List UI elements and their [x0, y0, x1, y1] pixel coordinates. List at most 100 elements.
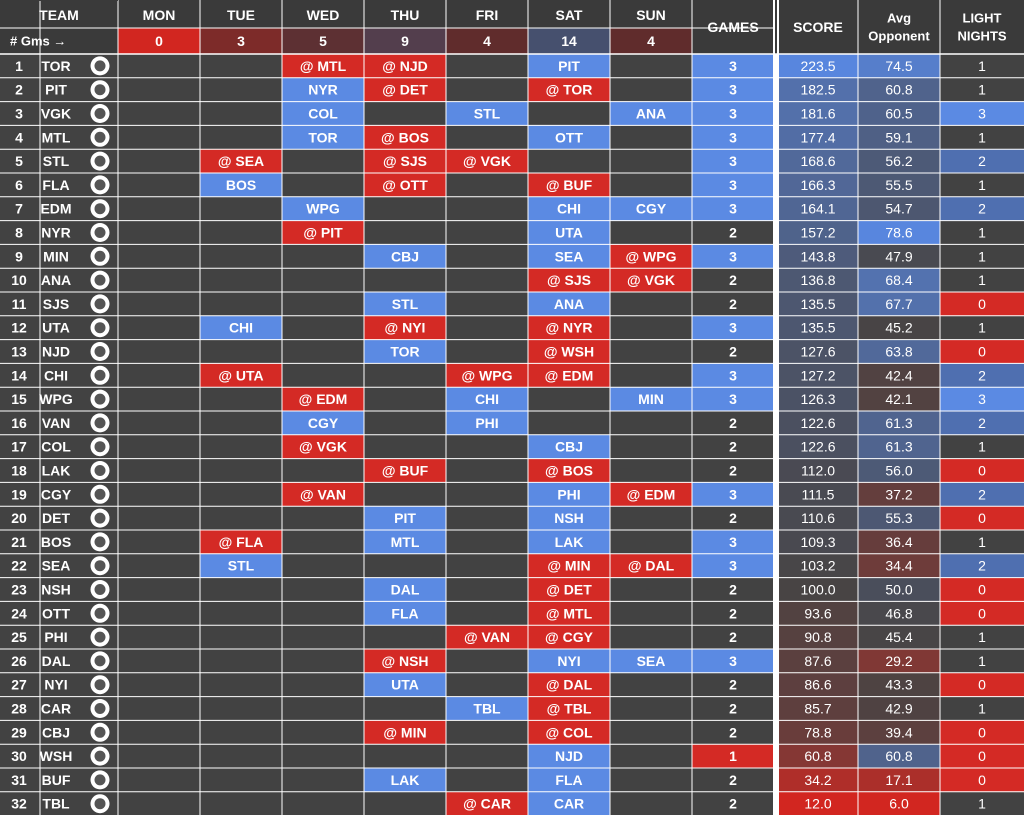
light-nights-value: 0 [978, 510, 986, 526]
matchup-cell [118, 482, 200, 507]
matchup-cell [610, 577, 692, 602]
matchup-cell [364, 315, 446, 340]
avg-opponent-value: 43.3 [885, 677, 912, 693]
matchup-cell [528, 220, 610, 245]
light-nights-cell [940, 791, 1024, 815]
score-value: 166.3 [800, 177, 835, 193]
matchup-cell [200, 387, 282, 411]
matchup-opponent: LAK [391, 772, 420, 788]
matchup-cell [364, 625, 446, 649]
avg-opponent-cell [858, 434, 940, 459]
matchup-cell [446, 220, 528, 245]
team-rank: 18 [11, 463, 27, 479]
team-logo-mark [94, 750, 106, 762]
team-abbreviation: CHI [44, 367, 68, 383]
light-nights-value: 1 [978, 177, 986, 193]
light-nights-value: 1 [978, 248, 986, 264]
avg-opponent-cell [858, 458, 940, 483]
team-cell [0, 482, 118, 507]
matchup-opponent: CGY [636, 201, 667, 217]
matchup-cell [282, 601, 364, 626]
matchup-opponent: @ OTT [382, 177, 428, 193]
day-header-cell [200, 0, 282, 28]
matchup-opponent: @ VAN [300, 486, 346, 502]
day-header-sun: SUN [636, 7, 666, 23]
matchup-opponent: CHI [475, 391, 499, 407]
matchup-cell [528, 768, 610, 792]
matchup-opponent: FLA [391, 605, 418, 621]
table-row: 24 OTT FLA @ MTL 2 93.6 46.8 0 [0, 601, 1024, 626]
score-value: 111.5 [802, 486, 835, 502]
table-row: 29 CBJ @ MIN @ COL 2 78.8 39.4 0 [0, 720, 1024, 745]
light-nights-value: 3 [978, 106, 986, 122]
team-abbreviation: WSH [40, 748, 73, 764]
matchup-cell [118, 54, 200, 78]
table-row: 2 PIT NYR @ DET @ TOR 3 182.5 60.8 1 [0, 77, 1024, 102]
matchup-cell [446, 434, 528, 459]
matchup-cell [282, 696, 364, 721]
team-header-cell [0, 0, 118, 28]
light-nights-value: 2 [978, 201, 986, 217]
team-rank: 20 [11, 510, 27, 526]
team-logo-mark [94, 274, 106, 286]
matchup-cell [528, 791, 610, 815]
avg-opponent-cell [858, 54, 940, 78]
matchup-opponent: MTL [391, 534, 420, 550]
light-nights-cell [940, 196, 1024, 221]
score-value: 182.5 [800, 82, 835, 98]
team-cell [0, 696, 118, 721]
score-value: 85.7 [804, 701, 831, 717]
matchup-opponent: @ SEA [218, 153, 264, 169]
team-rank: 1 [15, 58, 23, 74]
score-cell [778, 387, 858, 411]
avg-opponent-value: 54.7 [885, 201, 912, 217]
team-abbreviation: CBJ [42, 724, 70, 740]
matchup-cell [118, 458, 200, 483]
light-nights-value: 1 [978, 439, 986, 455]
matchup-cell [528, 54, 610, 78]
matchup-opponent: BOS [226, 177, 256, 193]
matchup-cell [118, 220, 200, 245]
light-nights-value: 0 [978, 605, 986, 621]
matchup-cell [282, 482, 364, 507]
light-nights-value: 0 [978, 463, 986, 479]
games-count: 2 [729, 582, 737, 598]
team-abbreviation: PIT [45, 82, 67, 98]
light-nights-cell [940, 506, 1024, 530]
avg-opponent-value: 46.8 [885, 605, 912, 621]
matchup-cell [610, 482, 692, 507]
matchup-cell [528, 411, 610, 435]
matchup-cell [282, 506, 364, 530]
matchup-cell [200, 315, 282, 340]
team-cell [0, 220, 118, 245]
team-cell [0, 77, 118, 102]
light-nights-value: 1 [978, 796, 986, 812]
matchup-cell [610, 768, 692, 792]
light-nights-cell [940, 672, 1024, 697]
light-nights-value: 0 [978, 772, 986, 788]
table-row: 30 WSH NJD 1 60.8 60.8 0 [0, 744, 1024, 768]
matchup-cell [364, 125, 446, 150]
matchup-cell [364, 363, 446, 388]
matchup-opponent: @ MTL [546, 605, 593, 621]
matchup-cell [610, 268, 692, 292]
avg-opponent-value: 37.2 [885, 486, 912, 502]
team-cell [0, 54, 118, 78]
light-nights-cell [940, 482, 1024, 507]
team-logo-mark [94, 250, 106, 262]
matchup-cell [282, 125, 364, 150]
team-logo-mark [94, 584, 106, 595]
matchup-cell [610, 696, 692, 721]
matchup-opponent: @ MIN [383, 724, 426, 740]
matchup-cell [200, 339, 282, 364]
games-count: 2 [729, 415, 737, 431]
matchup-cell [528, 196, 610, 221]
team-abbreviation: CGY [41, 486, 72, 502]
games-count: 2 [729, 344, 737, 360]
matchup-opponent: CBJ [391, 248, 419, 264]
matchup-cell [118, 696, 200, 721]
matchup-cell [364, 196, 446, 221]
matchup-cell [528, 315, 610, 340]
score-cell [778, 744, 858, 768]
light-nights-cell [940, 577, 1024, 602]
